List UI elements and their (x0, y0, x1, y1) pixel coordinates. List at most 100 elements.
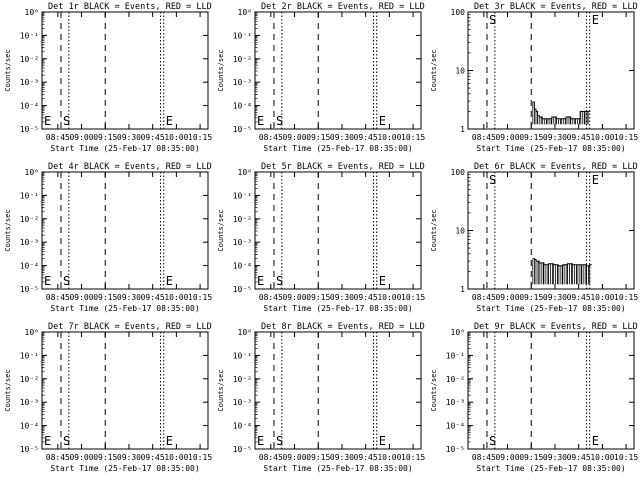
y-tick-label: 10⁻³ (20, 398, 39, 407)
marker-label: E (379, 434, 386, 448)
y-axis-label: Counts/sec (4, 49, 12, 91)
y-tick-label: 10⁻² (233, 55, 252, 64)
x-tick-label: 10:15 (401, 293, 425, 302)
x-tick-label: 10:15 (614, 293, 638, 302)
x-tick-label: 09:15 (519, 293, 543, 302)
x-tick-label: 09:30 (543, 453, 567, 462)
y-tick-label: 10⁻¹ (20, 31, 39, 40)
x-tick-label: 10:15 (401, 133, 425, 142)
x-tick-label: 10:15 (614, 453, 638, 462)
x-tick-label: 08:45 (46, 293, 70, 302)
marker-label: E (44, 114, 51, 128)
y-tick-label: 10⁻¹ (446, 351, 465, 360)
x-tick-label: 09:30 (330, 453, 354, 462)
plot-frame (467, 331, 635, 450)
y-tick-label: 10⁻³ (233, 398, 252, 407)
x-tick-label: 08:45 (259, 293, 283, 302)
y-tick-label: 10⁰ (25, 328, 39, 337)
y-tick-label: 10⁻⁵ (20, 285, 39, 294)
y-tick-label: 10⁰ (25, 168, 39, 177)
x-tick-label: 10:00 (164, 453, 188, 462)
y-tick-label: 10⁻⁵ (20, 125, 39, 134)
y-tick-label: 10⁻¹ (20, 191, 39, 200)
y-axis-label: Counts/sec (4, 209, 12, 251)
plot-frame (254, 171, 422, 290)
y-tick-label: 100 (451, 168, 466, 177)
y-tick-label: 10⁰ (238, 328, 252, 337)
x-tick-label: 10:00 (590, 453, 614, 462)
marker-label: S (276, 274, 283, 288)
marker-label: S (63, 434, 70, 448)
chart-title: Det 7r BLACK = Events, RED = LLD (48, 322, 212, 332)
x-tick-label: 10:00 (377, 293, 401, 302)
x-tick-label: 09:30 (117, 453, 141, 462)
x-tick-label: 08:45 (46, 453, 70, 462)
x-tick-label: 09:15 (93, 133, 117, 142)
x-tick-label: 09:30 (117, 133, 141, 142)
y-tick-label: 10⁻⁵ (233, 445, 252, 454)
y-tick-label: 10⁻⁵ (446, 445, 465, 454)
y-axis-label: Counts/sec (217, 369, 225, 411)
x-tick-label: 09:30 (117, 293, 141, 302)
chart-title: Det 1r BLACK = Events, RED = LLD (48, 2, 212, 12)
y-tick-label: 10⁻³ (446, 398, 465, 407)
y-axis-label: Counts/sec (217, 209, 225, 251)
marker-label: E (166, 274, 173, 288)
y-tick-label: 10⁻² (233, 375, 252, 384)
x-tick-label: 09:00 (69, 133, 93, 142)
x-tick-label: 08:45 (46, 133, 70, 142)
y-axis-label: Counts/sec (217, 49, 225, 91)
x-tick-label: 08:45 (259, 133, 283, 142)
chart-panel: Det 6r BLACK = Events, RED = LLD Start Ti… (430, 162, 638, 313)
chart-title: Det 4r BLACK = Events, RED = LLD (48, 162, 212, 172)
x-tick-label: 09:15 (306, 453, 330, 462)
x-tick-label: 08:45 (472, 293, 496, 302)
marker-label: S (489, 173, 496, 187)
marker-label: E (379, 114, 386, 128)
x-tick-label: 09:45 (354, 293, 378, 302)
chart-panel: Det 9r BLACK = Events, RED = LLD Start Ti… (430, 322, 638, 473)
x-tick-label: 08:45 (259, 453, 283, 462)
x-tick-label: 09:15 (93, 453, 117, 462)
y-tick-label: 10⁻² (233, 215, 252, 224)
y-tick-label: 10⁰ (238, 168, 252, 177)
chart-panel: Det 5r BLACK = Events, RED = LLD Start Ti… (217, 162, 425, 313)
y-tick-label: 10⁻³ (233, 78, 252, 87)
x-tick-label: 09:45 (567, 453, 591, 462)
marker-label: E (44, 274, 51, 288)
chart-title: Det 6r BLACK = Events, RED = LLD (474, 162, 638, 172)
y-tick-label: 10⁻³ (20, 78, 39, 87)
x-tick-label: 10:00 (164, 133, 188, 142)
plot-frame (254, 11, 422, 130)
x-tick-label: 08:45 (472, 133, 496, 142)
marker-label: E (379, 274, 386, 288)
x-tick-label: 09:15 (306, 133, 330, 142)
y-tick-label: 10⁻¹ (233, 351, 252, 360)
x-tick-label: 09:45 (354, 133, 378, 142)
y-tick-label: 10⁻⁴ (233, 102, 252, 111)
series-line (532, 101, 591, 120)
y-tick-label: 10 (455, 227, 465, 236)
y-tick-label: 100 (451, 8, 466, 17)
x-tick-label: 10:15 (188, 133, 212, 142)
x-tick-label: 10:00 (164, 293, 188, 302)
marker-label: E (592, 13, 599, 27)
plot-frame (41, 171, 209, 290)
marker-label: S (276, 114, 283, 128)
y-axis-label: Counts/sec (4, 369, 12, 411)
y-tick-label: 10⁰ (238, 8, 252, 17)
chart-title: Det 2r BLACK = Events, RED = LLD (261, 2, 425, 12)
x-tick-label: 10:00 (377, 453, 401, 462)
plot-frame (254, 331, 422, 450)
x-tick-label: 09:45 (141, 453, 165, 462)
y-tick-label: 10⁻¹ (233, 191, 252, 200)
y-tick-label: 1 (460, 285, 465, 294)
x-tick-label: 09:45 (567, 133, 591, 142)
plot-frame (467, 11, 635, 130)
x-tick-label: 09:45 (141, 133, 165, 142)
x-axis-label: Start Time (25-Feb-17 08:35:00) (263, 464, 412, 473)
marker-label: S (489, 13, 496, 27)
chart-panel: Det 1r BLACK = Events, RED = LLD Start Ti… (4, 2, 212, 153)
x-tick-label: 10:15 (614, 133, 638, 142)
chart-panel: Det 4r BLACK = Events, RED = LLD Start Ti… (4, 162, 212, 313)
